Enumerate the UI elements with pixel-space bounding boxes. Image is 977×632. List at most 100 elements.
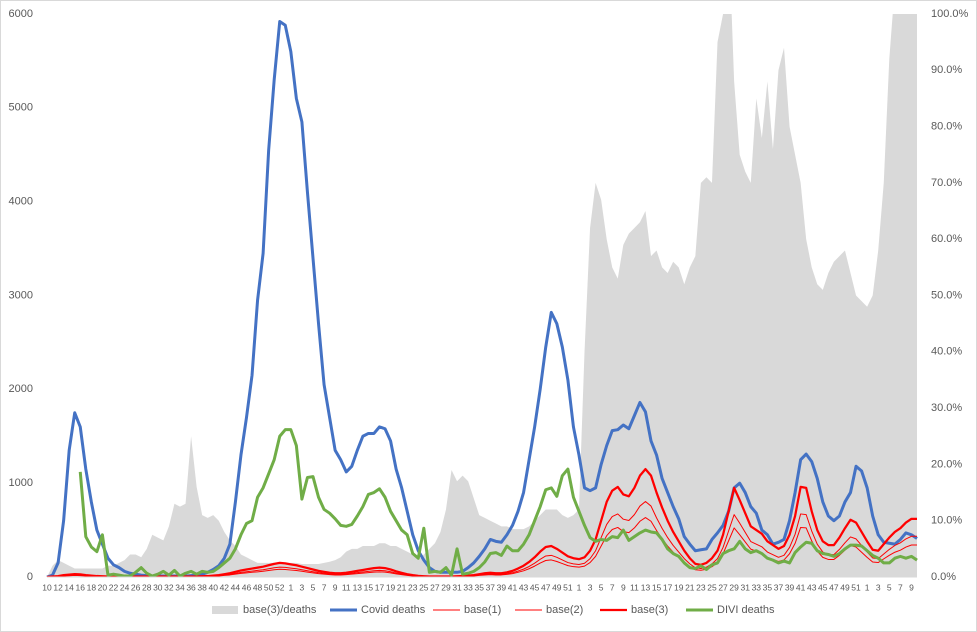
x-tick-label: 31 bbox=[740, 582, 750, 592]
x-tick-label: 45 bbox=[530, 582, 540, 592]
legend-swatch bbox=[212, 606, 238, 614]
x-tick-label: 7 bbox=[610, 582, 615, 592]
x-tick-label: 1 bbox=[577, 582, 582, 592]
y-tick-label: 0 bbox=[27, 571, 33, 583]
legend-label: base(3)/deaths bbox=[243, 604, 317, 616]
y2-tick-label: 40.0% bbox=[931, 346, 962, 358]
x-tick-label: 35 bbox=[474, 582, 484, 592]
x-tick-label: 7 bbox=[898, 582, 903, 592]
x-tick-label: 49 bbox=[552, 582, 562, 592]
x-tick-label: 47 bbox=[541, 582, 551, 592]
x-tick-label: 47 bbox=[829, 582, 839, 592]
x-tick-label: 50 bbox=[264, 582, 274, 592]
x-tick-label: 33 bbox=[752, 582, 762, 592]
x-tick-label: 39 bbox=[497, 582, 507, 592]
y-tick-label: 5000 bbox=[9, 102, 33, 114]
plot-area bbox=[46, 14, 918, 577]
x-tick-label: 48 bbox=[253, 582, 263, 592]
y2-tick-label: 70.0% bbox=[931, 177, 962, 189]
line bbox=[78, 428, 918, 577]
x-tick-label: 9 bbox=[333, 582, 338, 592]
x-tick-label: 15 bbox=[364, 582, 374, 592]
x-tick-label: 28 bbox=[142, 582, 152, 592]
y2-tick-label: 30.0% bbox=[931, 402, 962, 414]
y-tick-label: 2000 bbox=[9, 383, 33, 395]
x-tick-label: 17 bbox=[375, 582, 385, 592]
x-tick-label: 11 bbox=[342, 582, 351, 592]
x-tick-label: 37 bbox=[486, 582, 496, 592]
x-tick-label: 3 bbox=[876, 582, 881, 592]
x-tick-label: 13 bbox=[641, 582, 651, 592]
x-tick-label: 20 bbox=[98, 582, 108, 592]
x-tick-label: 13 bbox=[353, 582, 363, 592]
y-tick-label: 1000 bbox=[9, 477, 33, 489]
x-tick-label: 30 bbox=[153, 582, 163, 592]
x-tick-label: 41 bbox=[508, 582, 518, 592]
x-tick-label: 49 bbox=[840, 582, 850, 592]
x-tick-label: 1 bbox=[288, 582, 293, 592]
x-tick-label: 3 bbox=[300, 582, 305, 592]
x-tick-label: 19 bbox=[674, 582, 684, 592]
x-tick-label: 44 bbox=[231, 582, 241, 592]
y2-tick-label: 50.0% bbox=[931, 289, 962, 301]
x-tick-label: 16 bbox=[76, 582, 86, 592]
x-tick-label: 27 bbox=[430, 582, 440, 592]
x-tick-label: 52 bbox=[275, 582, 285, 592]
y-tick-label: 4000 bbox=[9, 196, 33, 208]
y2-tick-label: 100.0% bbox=[931, 8, 969, 20]
y2-tick-label: 0.0% bbox=[931, 571, 956, 583]
x-tick-label: 7 bbox=[322, 582, 327, 592]
x-tick-label: 5 bbox=[599, 582, 604, 592]
x-tick-label: 5 bbox=[311, 582, 316, 592]
x-tick-label: 9 bbox=[909, 582, 914, 592]
y2-tick-label: 60.0% bbox=[931, 233, 962, 245]
x-tick-label: 11 bbox=[630, 582, 639, 592]
x-tick-label: 51 bbox=[851, 582, 861, 592]
x-tick-label: 42 bbox=[220, 582, 230, 592]
x-tick-label: 17 bbox=[663, 582, 673, 592]
x-tick-label: 26 bbox=[131, 582, 141, 592]
x-tick-label: 29 bbox=[729, 582, 739, 592]
x-tick-label: 38 bbox=[197, 582, 207, 592]
x-tick-label: 39 bbox=[785, 582, 795, 592]
y2-tick-label: 20.0% bbox=[931, 458, 962, 470]
x-tick-label: 21 bbox=[397, 582, 407, 592]
x-tick-label: 15 bbox=[652, 582, 662, 592]
x-tick-label: 1 bbox=[865, 582, 870, 592]
legend-label: DIVI deaths bbox=[717, 604, 775, 616]
x-tick-label: 33 bbox=[463, 582, 473, 592]
x-tick-label: 5 bbox=[887, 582, 892, 592]
x-tick-label: 21 bbox=[685, 582, 695, 592]
x-tick-label: 43 bbox=[807, 582, 817, 592]
x-tick-label: 45 bbox=[818, 582, 828, 592]
x-tick-label: 27 bbox=[718, 582, 728, 592]
y-tick-label: 3000 bbox=[9, 289, 33, 301]
area bbox=[47, 14, 917, 577]
x-tick-label: 41 bbox=[796, 582, 806, 592]
y-tick-label: 6000 bbox=[9, 8, 33, 20]
x-tick-label: 23 bbox=[408, 582, 418, 592]
x-tick-label: 23 bbox=[696, 582, 706, 592]
x-tick-label: 46 bbox=[242, 582, 252, 592]
x-tick-label: 14 bbox=[64, 582, 74, 592]
x-tick-label: 3 bbox=[588, 582, 593, 592]
x-tick-label: 25 bbox=[707, 582, 717, 592]
y2-tick-label: 80.0% bbox=[931, 121, 962, 133]
x-tick-label: 18 bbox=[87, 582, 97, 592]
x-tick-label: 35 bbox=[763, 582, 773, 592]
x-tick-label: 19 bbox=[386, 582, 396, 592]
legend-label: base(3) bbox=[631, 604, 668, 616]
x-tick-label: 9 bbox=[621, 582, 626, 592]
legend-label: Covid deaths bbox=[361, 604, 426, 616]
x-tick-label: 12 bbox=[53, 582, 63, 592]
y2-tick-label: 10.0% bbox=[931, 515, 962, 527]
x-tick-label: 40 bbox=[209, 582, 219, 592]
x-tick-label: 34 bbox=[175, 582, 185, 592]
legend-label: base(1) bbox=[464, 604, 501, 616]
x-tick-label: 25 bbox=[419, 582, 429, 592]
x-tick-label: 43 bbox=[519, 582, 529, 592]
x-tick-label: 51 bbox=[563, 582, 573, 592]
x-tick-label: 22 bbox=[109, 582, 119, 592]
x-tick-label: 36 bbox=[186, 582, 196, 592]
